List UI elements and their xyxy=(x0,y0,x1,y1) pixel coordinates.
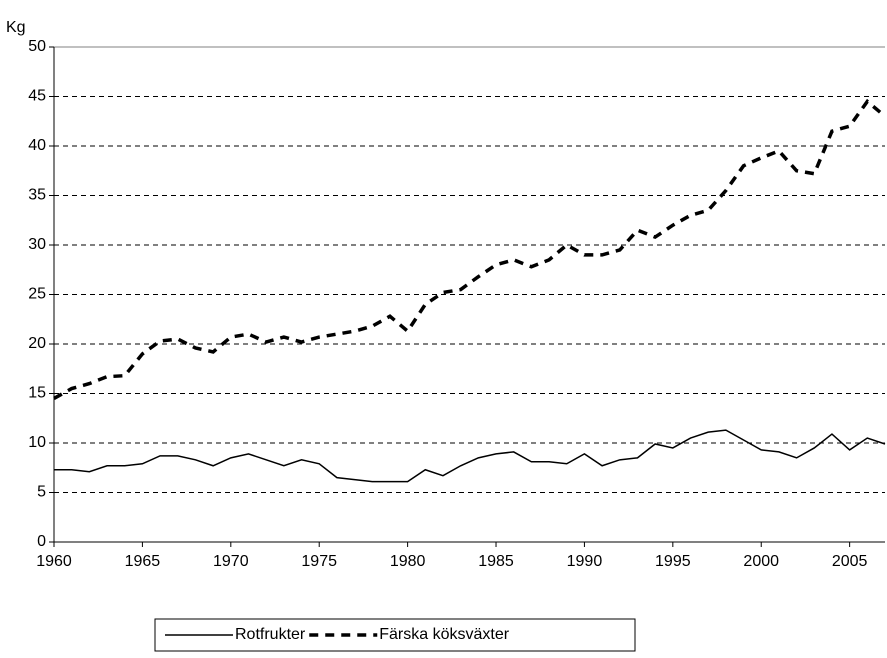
y-tick-label: 30 xyxy=(28,236,46,253)
legend-box xyxy=(154,618,636,652)
y-axis-label: Kg xyxy=(6,19,26,36)
y-tick-label: 50 xyxy=(28,38,46,55)
y-tick-label: 25 xyxy=(28,286,46,303)
x-tick-label: 2005 xyxy=(832,553,868,570)
y-tick-label: 40 xyxy=(28,137,46,154)
x-tick-label: 1960 xyxy=(36,553,72,570)
y-tick-label: 15 xyxy=(28,385,46,402)
x-tick-label: 2000 xyxy=(743,553,779,570)
x-tick-label: 1965 xyxy=(125,553,161,570)
x-tick-label: 1990 xyxy=(567,553,603,570)
y-tick-label: 35 xyxy=(28,187,46,204)
x-tick-label: 1980 xyxy=(390,553,426,570)
line-series xyxy=(54,429,886,483)
y-tick-label: 20 xyxy=(28,335,46,352)
y-tick-label: 10 xyxy=(28,434,46,451)
legend-label: Rotfrukter xyxy=(235,626,306,643)
legend-label: Färska köksväxter xyxy=(379,626,509,643)
x-tick-label: 1995 xyxy=(655,553,691,570)
y-tick-label: 5 xyxy=(37,484,46,501)
y-tick-label: 0 xyxy=(37,533,46,550)
y-tick-label: 45 xyxy=(28,88,46,105)
x-tick-label: 1985 xyxy=(478,553,514,570)
x-tick-label: 1970 xyxy=(213,553,249,570)
x-tick-label: 1975 xyxy=(301,553,337,570)
